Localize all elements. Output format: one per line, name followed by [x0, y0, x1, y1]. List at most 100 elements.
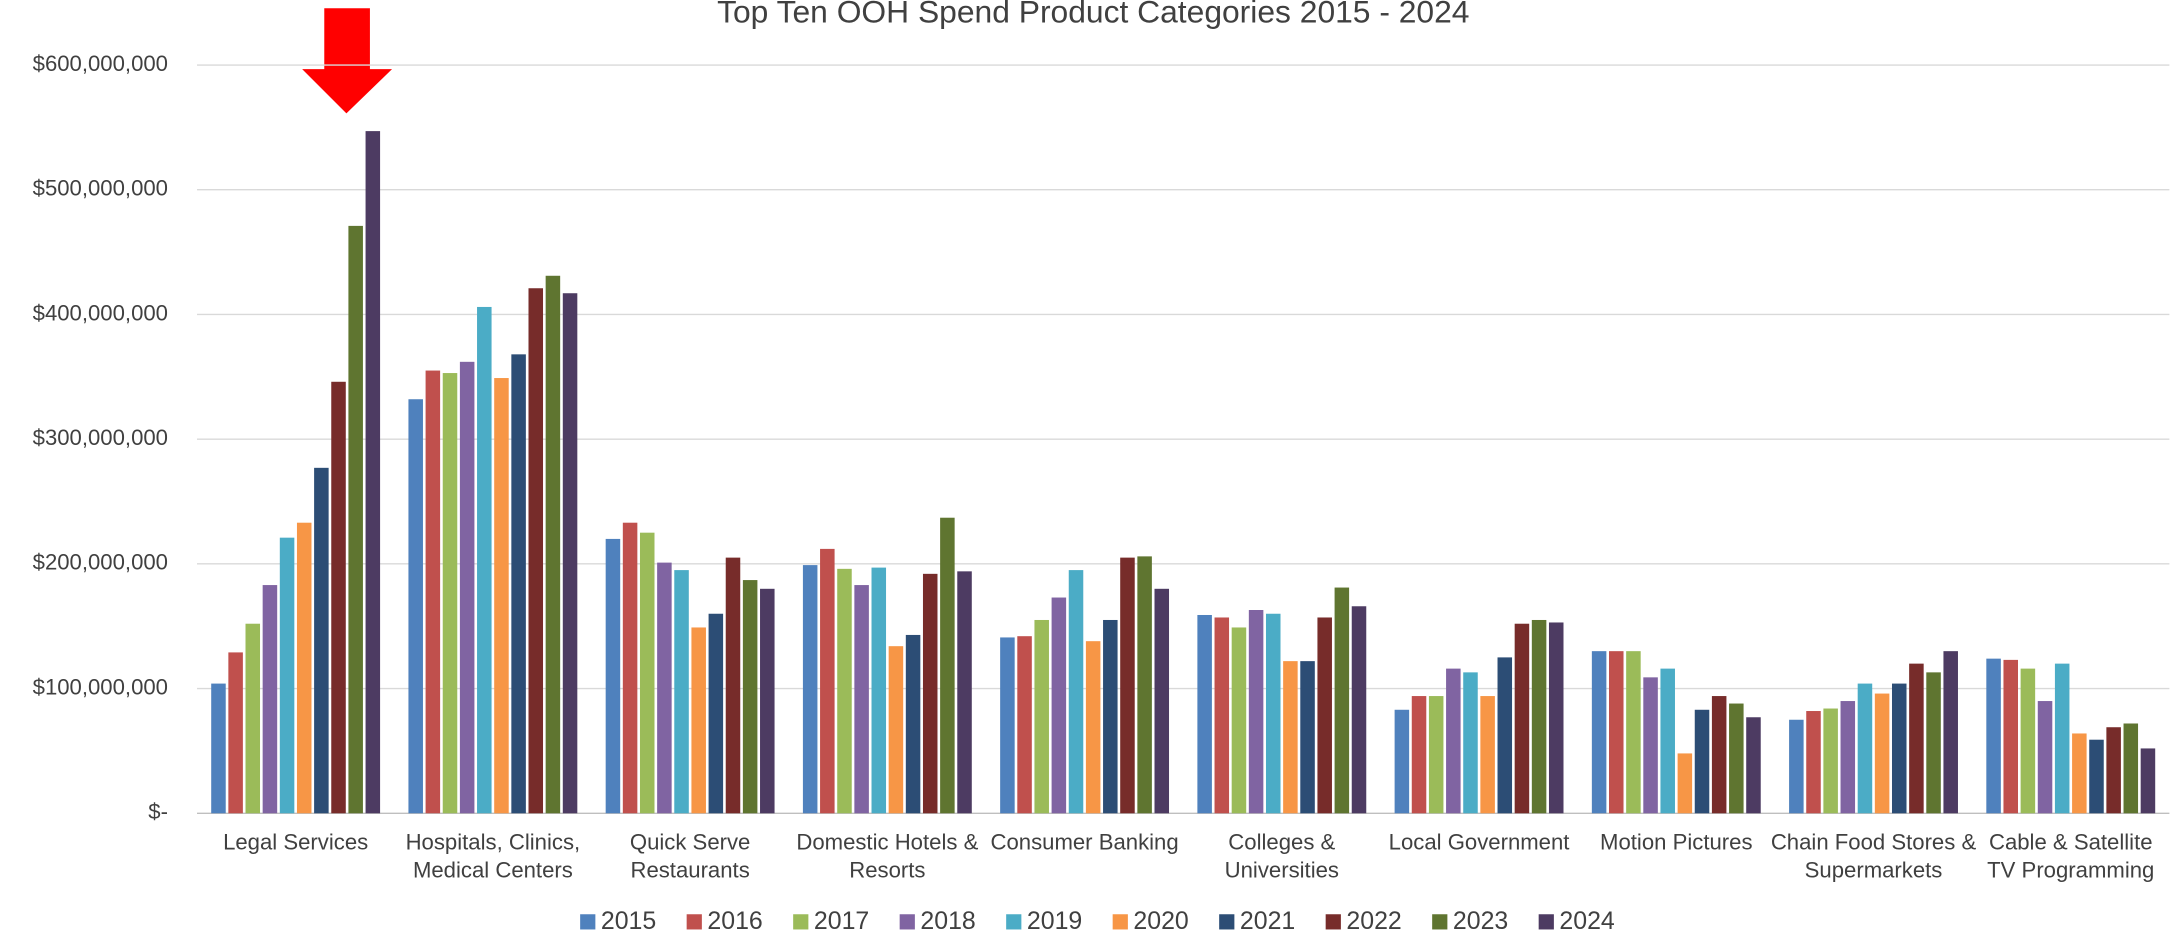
- bar: [2106, 727, 2121, 814]
- bar: [1660, 668, 1675, 814]
- bar: [477, 306, 492, 814]
- bar: [365, 131, 381, 814]
- bar: [1643, 677, 1658, 814]
- bar: [1909, 663, 1924, 814]
- bar: [1874, 693, 1890, 814]
- bar: [545, 275, 561, 814]
- bar: [1446, 668, 1461, 814]
- bar: [331, 381, 346, 814]
- bar: [1154, 588, 1170, 814]
- bar: [2054, 663, 2070, 814]
- x-tick-label: Hospitals, Clinics, Medical Centers: [406, 830, 581, 883]
- bar: [1986, 658, 2001, 814]
- legend-swatch: [1325, 914, 1341, 930]
- bar: [1197, 614, 1212, 814]
- bar: [1840, 701, 1856, 814]
- legend-label: 2022: [1346, 907, 1401, 935]
- x-tick-label: Colleges & Universities: [1225, 830, 1339, 883]
- bar: [871, 567, 887, 814]
- bar: [1231, 627, 1247, 814]
- bar: [674, 570, 689, 814]
- bar: [1317, 617, 1332, 814]
- legend-swatch: [580, 914, 596, 930]
- legend-label: 2016: [707, 907, 762, 935]
- legend-label: 2023: [1453, 907, 1508, 935]
- bar: [228, 652, 243, 814]
- bar: [262, 585, 278, 814]
- bar: [459, 361, 475, 814]
- bar: [528, 288, 544, 814]
- bar: [1626, 651, 1641, 814]
- bar: [1463, 672, 1478, 814]
- bar: [854, 585, 869, 814]
- bar: [922, 573, 938, 814]
- bar: [1000, 637, 1015, 814]
- bar: [940, 517, 955, 814]
- legend-label: 2018: [920, 907, 975, 935]
- bar: [2037, 701, 2053, 814]
- x-tick-label: Domestic Hotels & Resorts: [796, 830, 978, 883]
- bar: [2089, 739, 2104, 814]
- bar: [760, 588, 775, 814]
- bar: [1806, 711, 1821, 814]
- bar: [211, 683, 226, 814]
- bar: [1591, 651, 1607, 814]
- legend-swatch: [1538, 914, 1554, 930]
- bar: [2003, 659, 2018, 814]
- bar: [408, 399, 423, 814]
- bar: [2020, 668, 2036, 814]
- y-tick-label: $300,000,000: [33, 425, 168, 450]
- bar: [1103, 619, 1118, 814]
- x-tick-label: Cable & Satellite TV Programming: [1987, 830, 2154, 883]
- bar: [1823, 708, 1838, 814]
- bar: [1514, 623, 1530, 814]
- legend-swatch: [686, 914, 702, 930]
- bar: [1891, 683, 1907, 814]
- bar: [1677, 753, 1693, 814]
- bar: [622, 522, 638, 814]
- bar: [1068, 570, 1084, 814]
- bar: [1428, 696, 1444, 814]
- legend-swatch: [1432, 914, 1448, 930]
- bar: [1120, 557, 1135, 814]
- bar: [605, 538, 621, 814]
- legend-swatch: [1006, 914, 1022, 930]
- bar: [1531, 619, 1547, 814]
- bar: [1051, 597, 1067, 814]
- bar: [1943, 651, 1958, 814]
- x-tick-label: Consumer Banking: [990, 830, 1178, 855]
- bar: [1017, 636, 1032, 814]
- bar: [1694, 709, 1710, 814]
- x-tick-label: Chain Food Stores & Supermarkets: [1771, 830, 1977, 883]
- bar: [2140, 748, 2156, 814]
- bar: [639, 532, 655, 814]
- bar: [425, 370, 441, 814]
- bar: [1497, 657, 1513, 814]
- legend-label: 2015: [601, 907, 656, 935]
- bar: [1283, 661, 1298, 814]
- legend-label: 2021: [1240, 907, 1295, 935]
- bar: [1300, 661, 1315, 814]
- bar: [562, 293, 578, 814]
- legend-swatch: [793, 914, 809, 930]
- bar: [1609, 651, 1624, 814]
- bar: [905, 634, 921, 814]
- legend-label: 2017: [814, 907, 869, 935]
- bar: [494, 378, 509, 814]
- bar: [1926, 672, 1941, 814]
- bar: [245, 623, 261, 814]
- bar: [820, 548, 835, 814]
- y-tick-label: $200,000,000: [33, 550, 168, 575]
- y-tick-label: $500,000,000: [33, 176, 168, 201]
- bar: [279, 537, 295, 814]
- bar: [511, 354, 526, 814]
- bar: [708, 613, 724, 814]
- bar: [442, 373, 458, 814]
- bar: [1711, 696, 1727, 814]
- legend-label: 2020: [1133, 907, 1188, 935]
- bar: [1248, 610, 1264, 814]
- bar: [957, 571, 972, 814]
- bar: [1394, 709, 1410, 814]
- bar: [725, 557, 741, 814]
